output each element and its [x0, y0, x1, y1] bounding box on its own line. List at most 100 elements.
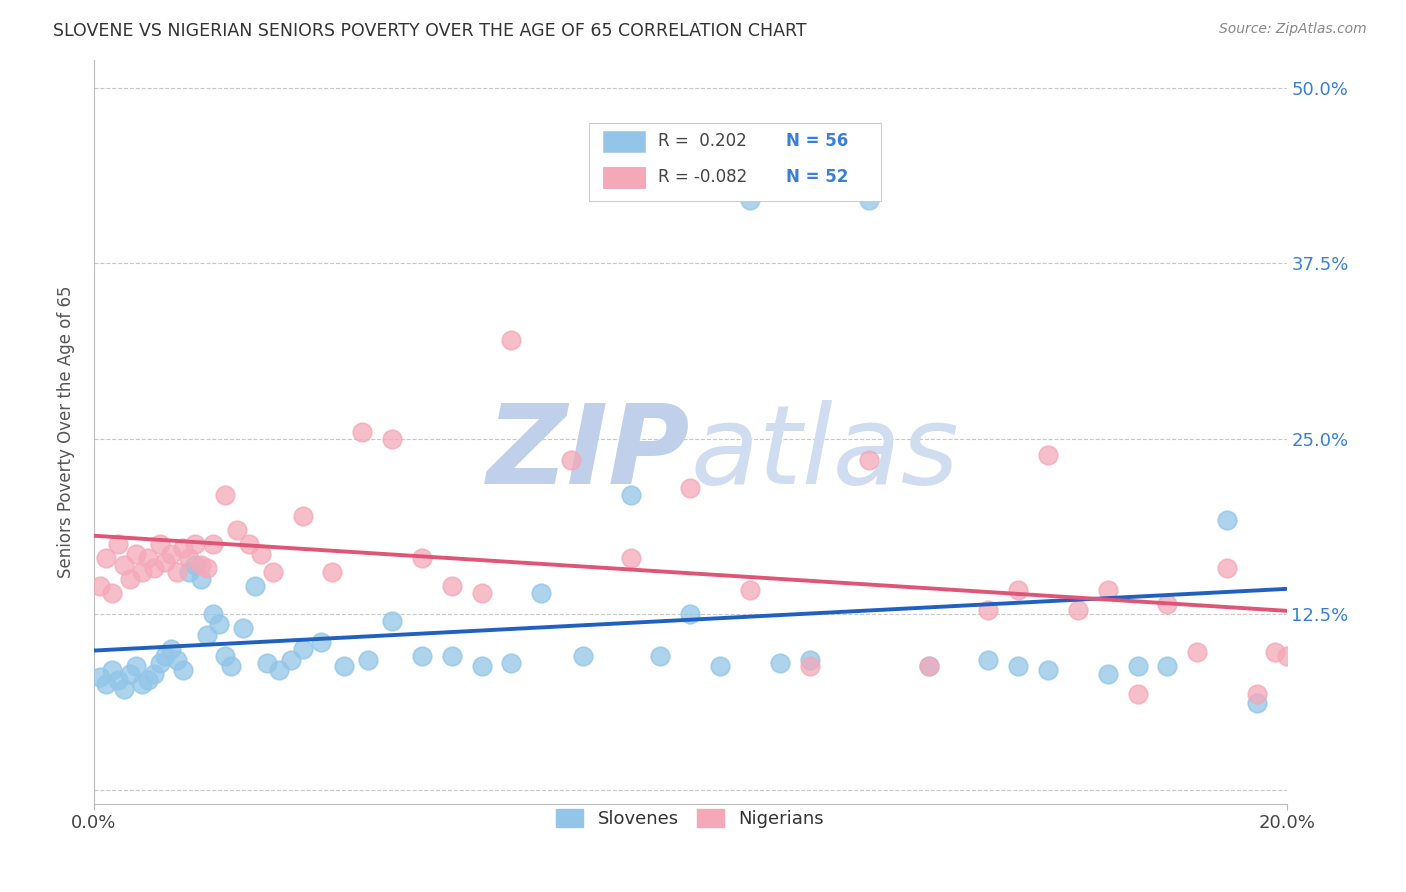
- Text: atlas: atlas: [690, 401, 959, 508]
- Point: [118, 572, 141, 586]
- Point: [918, 659, 941, 673]
- Point: [321, 565, 343, 579]
- Point: [208, 617, 231, 632]
- Point: [250, 547, 273, 561]
- Point: [530, 586, 553, 600]
- Point: [1264, 645, 1286, 659]
- Point: [470, 586, 492, 600]
- Point: [155, 649, 177, 664]
- Point: [131, 565, 153, 579]
- Text: Source: ZipAtlas.com: Source: ZipAtlas.com: [1219, 22, 1367, 37]
- Y-axis label: Seniors Poverty Over the Age of 65: Seniors Poverty Over the Age of 65: [58, 285, 75, 578]
- Point: [679, 481, 702, 495]
- Point: [160, 642, 183, 657]
- Point: [709, 659, 731, 673]
- Text: SLOVENE VS NIGERIAN SENIORS POVERTY OVER THE AGE OF 65 CORRELATION CHART: SLOVENE VS NIGERIAN SENIORS POVERTY OVER…: [53, 22, 807, 40]
- Point: [1246, 696, 1268, 710]
- Point: [136, 673, 159, 687]
- Point: [112, 681, 135, 696]
- Point: [440, 649, 463, 664]
- Point: [291, 642, 314, 657]
- Point: [202, 607, 225, 621]
- Point: [411, 649, 433, 664]
- Text: ZIP: ZIP: [486, 401, 690, 508]
- Point: [381, 432, 404, 446]
- Point: [101, 663, 124, 677]
- Point: [501, 334, 523, 348]
- Point: [799, 653, 821, 667]
- Point: [858, 193, 880, 207]
- Point: [148, 537, 170, 551]
- Point: [620, 488, 643, 502]
- Point: [148, 657, 170, 671]
- Point: [1246, 687, 1268, 701]
- Point: [650, 649, 672, 664]
- Point: [118, 667, 141, 681]
- Point: [1185, 645, 1208, 659]
- Point: [219, 659, 242, 673]
- Point: [166, 653, 188, 667]
- Point: [620, 551, 643, 566]
- Point: [440, 579, 463, 593]
- Point: [160, 547, 183, 561]
- Point: [202, 537, 225, 551]
- Point: [977, 603, 1000, 617]
- Point: [1007, 583, 1029, 598]
- Point: [1097, 667, 1119, 681]
- Text: N = 56: N = 56: [786, 132, 848, 151]
- Point: [1126, 687, 1149, 701]
- Point: [572, 649, 595, 664]
- FancyBboxPatch shape: [589, 123, 882, 201]
- Point: [333, 659, 356, 673]
- Point: [799, 659, 821, 673]
- Point: [142, 667, 165, 681]
- Point: [184, 537, 207, 551]
- Point: [190, 558, 212, 572]
- Point: [858, 452, 880, 467]
- Point: [214, 649, 236, 664]
- Point: [89, 670, 111, 684]
- Text: N = 52: N = 52: [786, 169, 848, 186]
- Point: [1126, 659, 1149, 673]
- Point: [184, 558, 207, 572]
- Point: [124, 547, 146, 561]
- Point: [1036, 663, 1059, 677]
- Legend: Slovenes, Nigerians: Slovenes, Nigerians: [550, 802, 831, 836]
- Point: [243, 579, 266, 593]
- Point: [1156, 597, 1178, 611]
- Point: [291, 508, 314, 523]
- Point: [179, 565, 201, 579]
- Point: [107, 673, 129, 687]
- Point: [190, 572, 212, 586]
- Point: [94, 677, 117, 691]
- Point: [280, 653, 302, 667]
- Point: [1036, 449, 1059, 463]
- Point: [172, 663, 194, 677]
- Point: [136, 551, 159, 566]
- Point: [1216, 513, 1239, 527]
- Point: [977, 653, 1000, 667]
- Point: [179, 551, 201, 566]
- Point: [1007, 659, 1029, 673]
- Point: [1216, 561, 1239, 575]
- Bar: [603, 167, 645, 187]
- Point: [769, 657, 792, 671]
- Point: [918, 659, 941, 673]
- Point: [501, 657, 523, 671]
- Point: [1275, 649, 1298, 664]
- Point: [214, 488, 236, 502]
- Point: [411, 551, 433, 566]
- Text: R = -0.082: R = -0.082: [658, 169, 748, 186]
- Point: [470, 659, 492, 673]
- Point: [357, 653, 380, 667]
- Point: [738, 193, 761, 207]
- Point: [256, 657, 278, 671]
- Point: [352, 425, 374, 439]
- Point: [89, 579, 111, 593]
- Point: [232, 621, 254, 635]
- Point: [94, 551, 117, 566]
- Point: [195, 561, 218, 575]
- Point: [1097, 583, 1119, 598]
- Point: [101, 586, 124, 600]
- Point: [238, 537, 260, 551]
